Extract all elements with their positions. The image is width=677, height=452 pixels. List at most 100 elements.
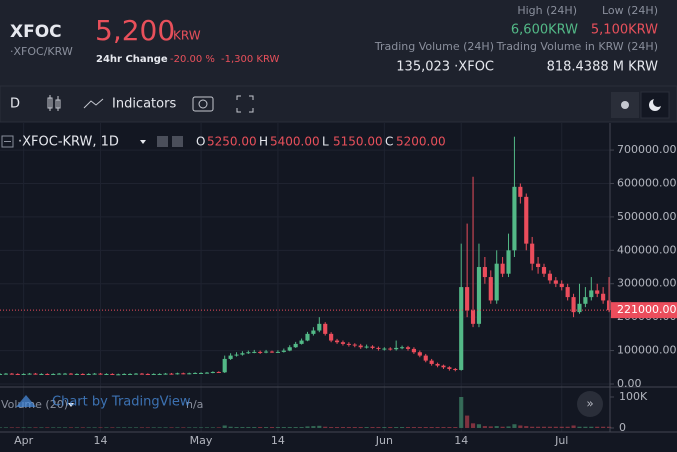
volume-bar	[269, 427, 275, 428]
volume-bar	[488, 426, 493, 428]
candle-body	[417, 352, 422, 356]
volume-bar	[240, 427, 245, 428]
volume-bar	[376, 427, 381, 428]
volume-legend: Volume (20)	[1, 398, 68, 411]
volume-bar	[358, 427, 363, 428]
volume-bar	[589, 426, 594, 428]
candle-body	[476, 267, 482, 324]
candle-body	[518, 186, 523, 197]
volume-bar	[216, 427, 221, 428]
volume-bar	[163, 427, 168, 428]
volume-bar	[370, 427, 375, 428]
symbol-legend[interactable]: ·XFOC-KRW, 1D	[18, 135, 119, 150]
candle-body	[151, 373, 156, 375]
volume-bar	[435, 427, 440, 428]
volume-bar	[565, 426, 570, 428]
candle-body	[293, 343, 298, 348]
candle-body	[494, 263, 499, 301]
candle-body	[500, 263, 505, 274]
ohlc-value: 5400.00	[270, 135, 320, 149]
low-label: Low (24H)	[602, 4, 658, 17]
volume-bar	[228, 426, 233, 428]
candle-body	[595, 290, 600, 294]
volume-label: Trading Volume (24H)	[374, 40, 494, 53]
indicators-icon[interactable]	[83, 98, 104, 109]
candle-body	[465, 287, 470, 311]
settings-button[interactable]	[157, 136, 168, 147]
ohlc-key: H	[259, 135, 268, 149]
volume-bar	[0, 427, 3, 428]
volume-bar	[317, 425, 322, 428]
candle-body	[340, 342, 346, 344]
candle-body	[512, 186, 517, 251]
candle-body	[204, 372, 210, 374]
candle-body	[9, 373, 14, 375]
candle-type-button[interactable]	[47, 95, 61, 111]
candle-body	[411, 348, 416, 353]
watermark: Chart by TradingView	[52, 395, 191, 410]
close-button[interactable]	[172, 136, 183, 147]
candle-body	[447, 367, 452, 369]
candle-body	[536, 263, 541, 268]
volume-bar	[423, 427, 428, 428]
candle-body	[157, 373, 162, 375]
volume-bar	[417, 427, 422, 428]
ohlc-key: C	[385, 135, 393, 149]
candle-body	[0, 373, 3, 375]
volume-bar	[311, 426, 316, 428]
volume-tick-label: 0	[619, 421, 626, 434]
candle-body	[133, 373, 139, 375]
collapse-button[interactable]	[1, 135, 14, 148]
volume-bar	[252, 427, 257, 428]
screenshot-button[interactable]	[192, 96, 214, 112]
candle-body	[429, 360, 434, 364]
candle-body	[435, 363, 440, 366]
volume-bar	[429, 427, 434, 428]
candle-body	[388, 348, 393, 350]
candle-body	[589, 290, 594, 298]
volume-bar	[210, 427, 215, 428]
volume-bar	[116, 427, 121, 428]
volume-bar	[92, 427, 97, 428]
volume-bar	[157, 427, 162, 428]
x-tick-label: May	[190, 434, 213, 447]
candle-body	[33, 373, 38, 375]
volume-bar	[500, 426, 505, 428]
volume-bar	[27, 427, 32, 428]
candle-body	[21, 373, 26, 375]
interval-button[interactable]: D	[10, 97, 20, 112]
volume-bar	[352, 427, 357, 428]
candle-body	[488, 277, 493, 301]
symbol: XFOC	[10, 22, 62, 42]
change-pct: -20.00 %	[170, 54, 215, 65]
volume-bar	[45, 427, 50, 428]
candle-body	[264, 351, 269, 353]
candle-body	[305, 333, 310, 341]
volume-bar	[512, 424, 517, 428]
fullscreen-button[interactable]	[236, 95, 254, 113]
volume-legend-value: n/a	[186, 398, 203, 411]
candle-body	[80, 373, 85, 375]
candle-body	[524, 196, 529, 244]
candle-body	[311, 330, 316, 334]
candle-body	[57, 373, 62, 375]
indicators-button[interactable]: Indicators	[112, 97, 176, 112]
scroll-button[interactable]	[577, 391, 603, 417]
volume-bar	[51, 427, 56, 428]
y-tick-label: 500000.00	[617, 210, 677, 223]
candle-body	[400, 347, 405, 349]
candle-body	[122, 373, 127, 375]
volume-bar	[258, 427, 263, 428]
ohlc-value: 5200.00	[396, 135, 446, 149]
change-label: 24hr Change	[96, 54, 168, 65]
ohlc-value: 5150.00	[333, 135, 383, 149]
scroll-icon: »	[586, 397, 593, 411]
volume-bar	[340, 427, 346, 428]
change-abs: -1,300 KRW	[221, 54, 280, 65]
candle-body	[234, 354, 239, 356]
volume-bar	[494, 426, 499, 428]
candle-body	[459, 287, 464, 370]
volume-bar	[595, 426, 600, 428]
candle-body	[216, 371, 221, 373]
